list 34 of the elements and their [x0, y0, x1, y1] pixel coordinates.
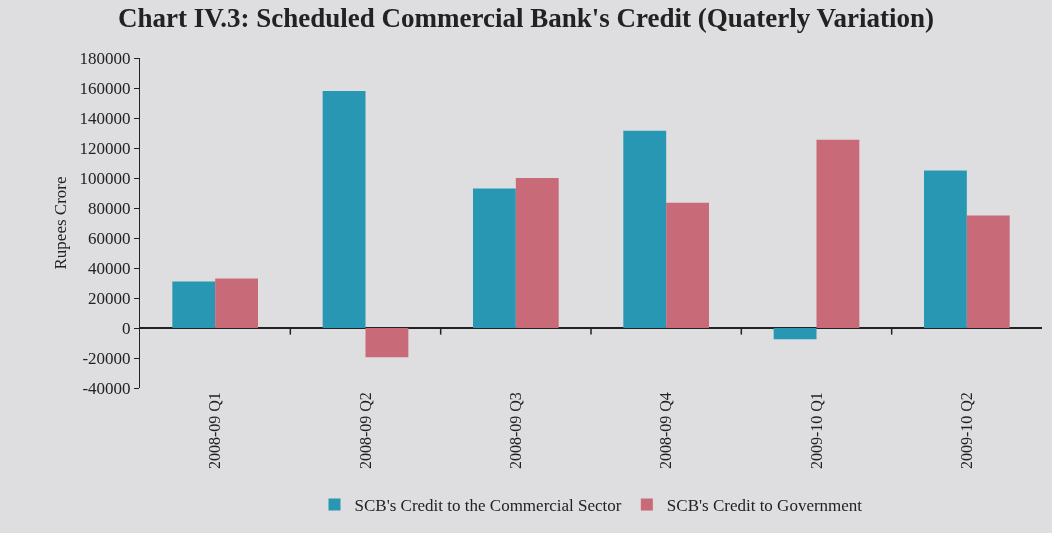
x-tick-label: 2008-09 Q4: [657, 392, 675, 470]
y-tick-label: 100000: [79, 168, 131, 188]
x-tick-label: 2009-10 Q1: [807, 392, 825, 470]
bar: [172, 281, 216, 328]
y-tick-label: 120000: [79, 138, 131, 158]
y-axis-title: Rupees Crore: [51, 176, 71, 270]
y-tick-label: 160000: [79, 78, 131, 98]
bar: [322, 91, 366, 328]
y-tick-label: 80000: [88, 198, 131, 218]
bar: [472, 188, 516, 328]
bar: [365, 328, 409, 358]
bar: [215, 278, 259, 328]
bar: [923, 170, 967, 328]
legend-label: SCB's Credit to Government: [666, 496, 863, 516]
bar: [666, 202, 710, 328]
y-tick-label: 60000: [88, 228, 131, 248]
bar: [515, 178, 559, 328]
chart-title: Chart IV.3: Scheduled Commercial Bank's Credit (Quaterly Variation): [117, 2, 935, 33]
legend-label: SCB's Credit to the Commercial Sector: [354, 496, 622, 516]
bar: [623, 130, 667, 328]
y-tick-label: 140000: [79, 108, 131, 128]
x-tick-label: 2008-09 Q1: [206, 392, 224, 470]
bar: [966, 215, 1010, 328]
y-tick-label: 20000: [88, 288, 131, 308]
x-tick-label: 2008-09 Q3: [507, 392, 525, 470]
y-tick-label: 0: [122, 318, 131, 338]
x-tick-label: 2009-10 Q2: [958, 392, 976, 470]
y-tick-label: 40000: [88, 258, 131, 278]
y-tick-label: -40000: [82, 378, 131, 398]
bar: [773, 328, 817, 340]
bar: [816, 139, 860, 328]
x-tick-label: 2008-09 Q2: [356, 392, 374, 470]
y-tick-label: 180000: [79, 48, 131, 68]
y-tick-label: -20000: [82, 348, 131, 368]
